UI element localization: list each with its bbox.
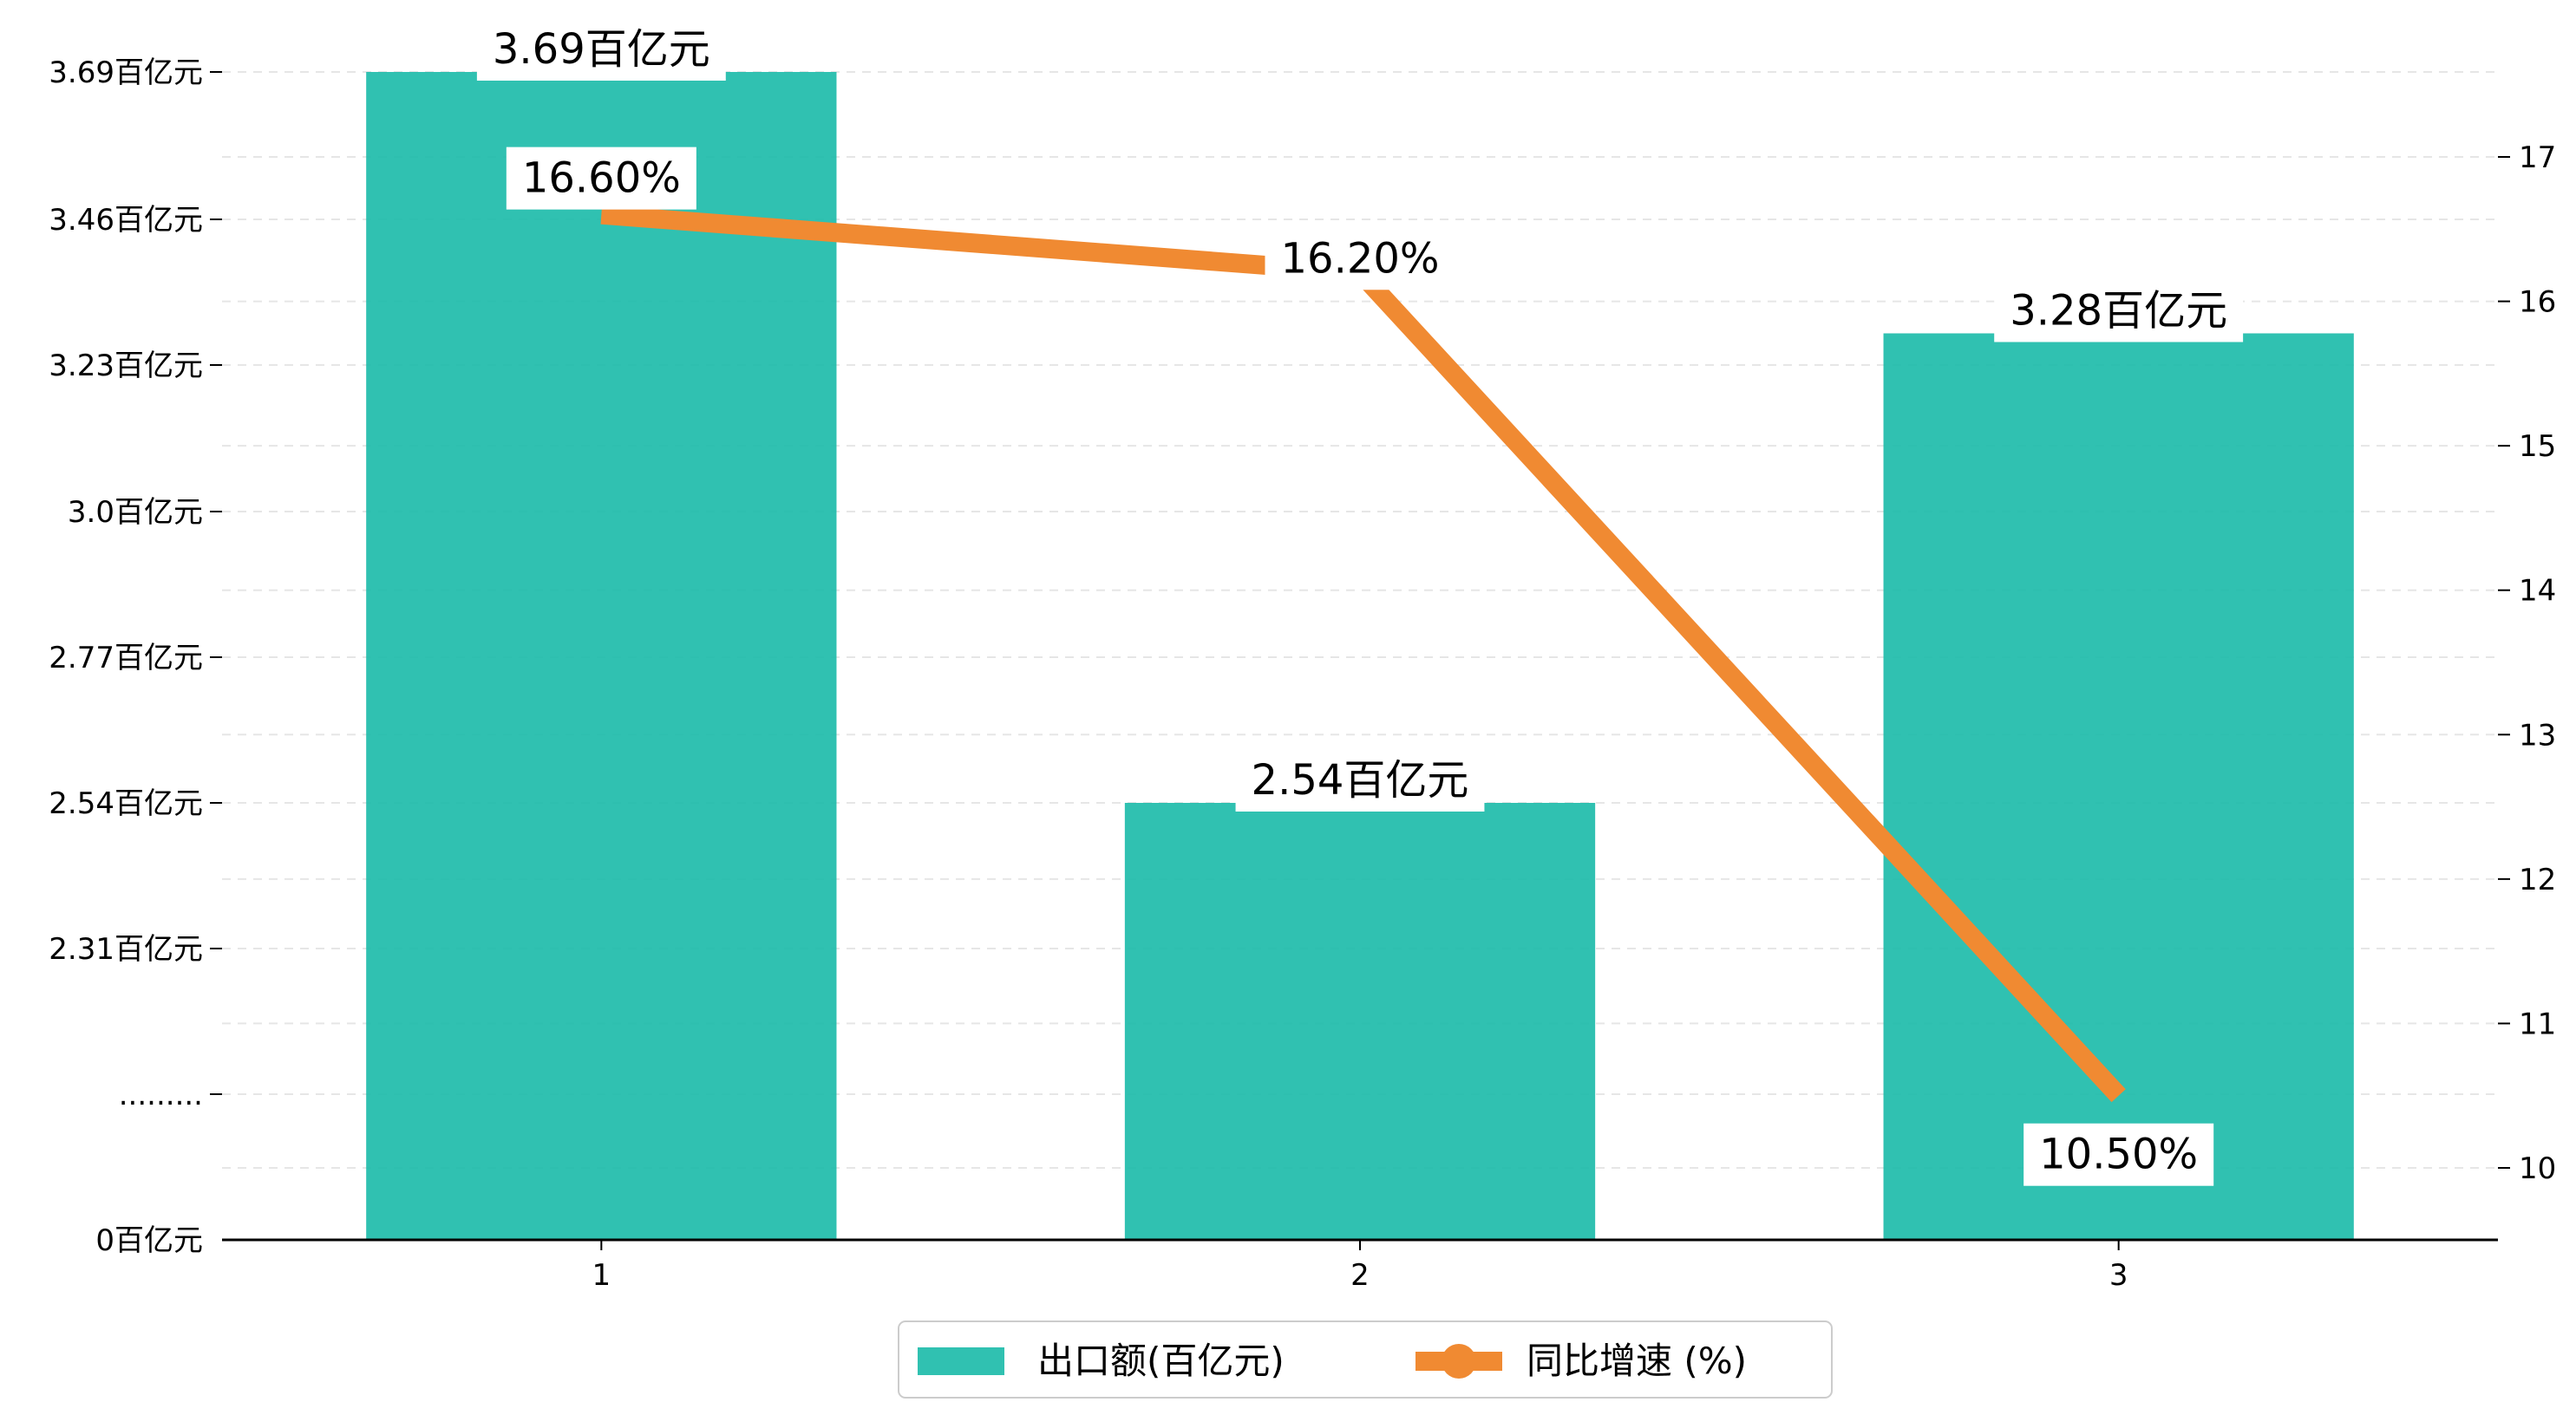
right-tick-label: 12 [2519,863,2556,897]
right-tick-label: 10 [2519,1151,2556,1186]
left-tick-label: ......... [119,1078,203,1112]
growth-value-label: 16.20% [1265,227,1455,290]
bar-value-label: 3.28百亿元 [1994,279,2244,342]
legend-label-export: 出口额(百亿元) [1037,1340,1285,1382]
right-tick-label: 16 [2519,285,2556,320]
legend-swatch-bar [918,1347,1004,1375]
growth-value-label-box [506,147,696,210]
right-tick-label: 13 [2519,718,2556,753]
right-tick-label: 15 [2519,429,2556,464]
x-tick-label: 1 [592,1258,611,1293]
x-tick-label: 2 [1350,1258,1370,1293]
growth-value-label-text: 16.20% [1280,234,1439,283]
left-tick-label: 3.0百亿元 [68,495,203,530]
left-tick-label: 3.46百亿元 [49,203,203,238]
legend: 出口额(百亿元) 同比增速 (%) [898,1320,1833,1399]
bar-value-label-box [476,18,726,81]
right-tick-label: 11 [2519,1007,2556,1041]
bar-value-label-box [1994,279,2244,342]
x-tick-label: 3 [2109,1258,2128,1293]
bar-value-label-text: 3.28百亿元 [2010,286,2227,335]
right-tick-label: 14 [2519,574,2556,609]
data-labels: 3.69百亿元 2.54百亿元 3.28百亿元 16.60% 16.20% 10.50% [476,18,2244,1186]
growth-value-label: 10.50% [2024,1123,2214,1186]
axes: 0百亿元......... 2.31百亿元 2.54百亿元 2.77百亿元 3.0百亿元… [49,55,2556,1293]
bars [366,72,2354,1240]
bar-value-label-text: 3.69百亿元 [493,25,710,74]
bar-value-label-box [1235,749,1485,812]
right-tick-label: 17 [2519,140,2556,175]
left-tick-label: 2.31百亿元 [49,932,203,967]
growth-value-label-box [2024,1123,2214,1186]
growth-value-label-text: 16.60% [522,154,681,203]
left-tick-label: 3.69百亿元 [49,55,203,90]
growth-value-label-text: 10.50% [2039,1131,2198,1179]
bar-2 [1124,803,1596,1240]
growth-value-label-box [1265,227,1455,290]
bar-3 [1883,333,2354,1240]
growth-value-label: 16.60% [506,147,696,210]
bar-value-label: 2.54百亿元 [1235,749,1485,812]
left-tick-label: 2.77百亿元 [49,641,203,675]
left-tick-label: 2.54百亿元 [49,786,203,821]
legend-box [898,1320,1833,1399]
bar-1 [366,72,837,1240]
bar-value-label: 3.69百亿元 [476,18,726,81]
legend-swatch-marker [1442,1344,1476,1379]
left-tick-label: 0百亿元 [95,1223,203,1258]
left-tick-label: 3.23百亿元 [49,349,203,383]
legend-label-growth: 同比增速 (%) [1527,1340,1747,1382]
bar-value-label-text: 2.54百亿元 [1252,756,1469,805]
